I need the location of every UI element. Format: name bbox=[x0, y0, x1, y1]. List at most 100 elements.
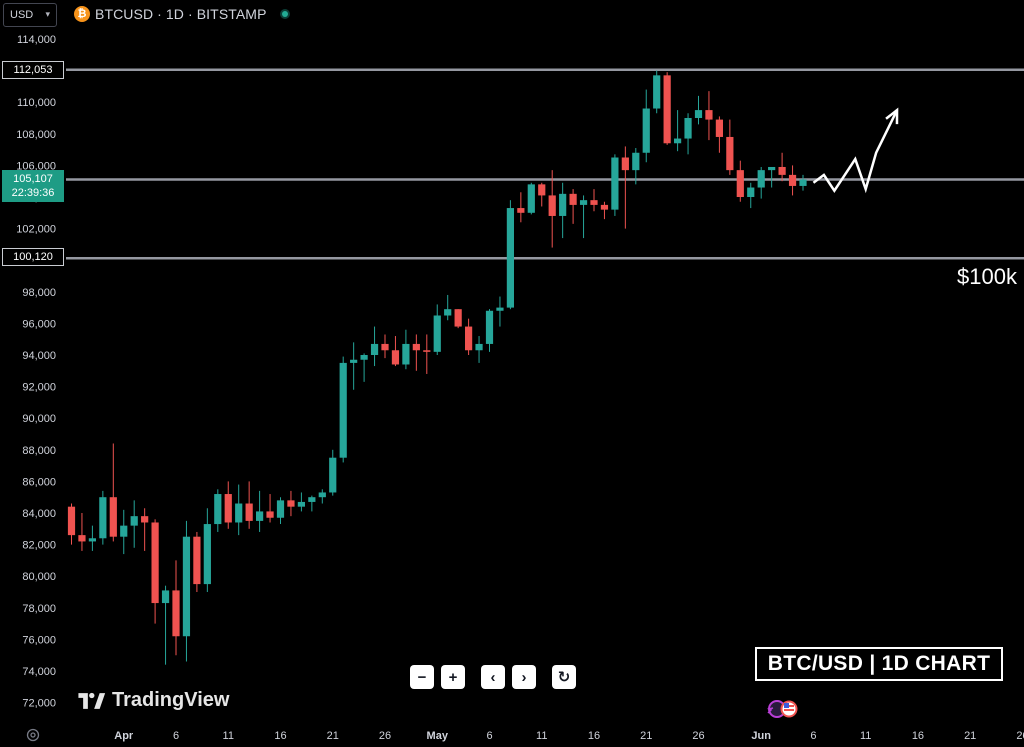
candle-body bbox=[360, 355, 368, 360]
x-tick-label: 11 bbox=[223, 730, 234, 742]
bar-countdown: 22:39:36 bbox=[11, 187, 55, 199]
candle-body bbox=[454, 309, 462, 327]
symbol-title[interactable]: BTCUSD · 1D · BITSTAMP bbox=[95, 6, 267, 22]
y-tick-label: 76,000 bbox=[22, 634, 56, 646]
y-tick-label: 110,000 bbox=[17, 97, 56, 109]
y-tick-label: 102,000 bbox=[16, 224, 56, 236]
x-tick-label: Jun bbox=[751, 730, 771, 742]
y-tick-label: 86,000 bbox=[22, 476, 56, 488]
y-tick-label: 80,000 bbox=[22, 571, 56, 583]
candle-body bbox=[485, 310, 494, 344]
x-tick-label: 11 bbox=[860, 730, 871, 742]
candle-body bbox=[287, 500, 295, 507]
candle-body bbox=[182, 536, 191, 637]
candle-body bbox=[548, 195, 556, 216]
candle-body bbox=[214, 494, 222, 525]
currency-label: USD bbox=[10, 9, 34, 21]
x-tick-label: 21 bbox=[964, 730, 976, 742]
candle-body bbox=[788, 174, 797, 186]
candle-body bbox=[235, 503, 243, 523]
us-economic-event-flag-icon[interactable] bbox=[780, 700, 798, 718]
zoom-out-button[interactable]: − bbox=[410, 665, 434, 689]
candle-body bbox=[579, 200, 588, 205]
candle-body bbox=[151, 522, 159, 604]
x-tick-label: 16 bbox=[274, 730, 286, 742]
x-tick-label: May bbox=[427, 730, 449, 742]
x-tick-label: 6 bbox=[173, 730, 179, 742]
candle-body bbox=[778, 166, 786, 175]
y-tick-label: 106,000 bbox=[16, 160, 56, 172]
y-tick-label: 72,000 bbox=[22, 698, 56, 710]
candle-body bbox=[203, 524, 211, 585]
candle-body bbox=[663, 75, 671, 144]
tradingview-logo-text: TradingView bbox=[112, 689, 230, 711]
y-tick-label: 74,000 bbox=[22, 666, 56, 678]
current-price: 105,107 bbox=[13, 173, 53, 185]
y-tick-label: 78,000 bbox=[22, 603, 56, 615]
support-level-label: $100k bbox=[957, 264, 1017, 289]
market-status-icon bbox=[280, 9, 290, 19]
candle-body bbox=[600, 204, 609, 210]
candle-body bbox=[705, 110, 713, 120]
candle-body bbox=[350, 359, 358, 363]
x-tick-label: 21 bbox=[327, 730, 339, 742]
candle-body bbox=[276, 500, 285, 518]
zoom-in-button[interactable]: + bbox=[441, 665, 465, 689]
candle-body bbox=[538, 184, 546, 196]
candle-body bbox=[256, 511, 264, 521]
x-tick-label: 16 bbox=[912, 730, 924, 742]
candle-body bbox=[736, 170, 744, 197]
candle-body bbox=[172, 590, 180, 637]
candle-body bbox=[433, 315, 441, 352]
chart-label-box: BTC/USD | 1D CHART bbox=[755, 647, 1003, 681]
candle-body bbox=[297, 501, 305, 507]
candle-body bbox=[757, 170, 765, 188]
tradingview-logo[interactable]: TradingView bbox=[76, 689, 229, 712]
candle-body bbox=[318, 492, 326, 498]
projection-path bbox=[812, 109, 899, 194]
candle-body bbox=[611, 157, 619, 210]
candle-body bbox=[391, 350, 400, 365]
candle-body bbox=[465, 326, 473, 351]
candle-body bbox=[329, 457, 337, 493]
y-tick-label: 108,000 bbox=[16, 129, 56, 141]
scroll-left-button[interactable]: ‹ bbox=[481, 665, 505, 689]
candle-body bbox=[726, 136, 734, 171]
event-badges[interactable] bbox=[764, 698, 802, 720]
candle-body bbox=[517, 208, 525, 213]
candle-body bbox=[506, 208, 514, 308]
candle-body bbox=[621, 157, 629, 171]
candle-body bbox=[339, 362, 347, 458]
bitcoin-logo-icon: ₿ bbox=[74, 6, 90, 22]
y-tick-label: 92,000 bbox=[22, 382, 56, 394]
candle-body bbox=[694, 110, 703, 118]
candle-body bbox=[224, 494, 232, 523]
candle-body bbox=[475, 343, 483, 351]
reset-chart-button[interactable]: ↻ bbox=[552, 665, 576, 689]
candle-body bbox=[412, 343, 420, 351]
candle-body bbox=[381, 343, 389, 351]
y-tick-label: 88,000 bbox=[22, 445, 56, 457]
candle-body bbox=[130, 516, 138, 526]
x-tick-label: 6 bbox=[486, 730, 492, 742]
projection-arrowhead bbox=[885, 107, 899, 125]
candle-body bbox=[402, 343, 410, 365]
candle-body bbox=[99, 497, 107, 539]
candle-body bbox=[632, 152, 640, 171]
candle-body bbox=[674, 138, 682, 144]
candle-body bbox=[799, 179, 807, 186]
candle-body bbox=[559, 193, 567, 216]
settings-gear-icon[interactable] bbox=[26, 728, 40, 742]
candle-body bbox=[120, 525, 128, 537]
candle-body bbox=[423, 350, 431, 352]
y-tick-label: 114,000 bbox=[17, 34, 56, 46]
currency-selector[interactable]: USD ▾ bbox=[3, 3, 57, 27]
x-tick-label: Apr bbox=[114, 730, 134, 742]
y-tick-label: 84,000 bbox=[22, 508, 56, 520]
candle-body bbox=[109, 497, 117, 537]
y-tick-label: 90,000 bbox=[22, 413, 56, 425]
price-tag-upper-level: 112,053 bbox=[2, 61, 64, 79]
candle-body bbox=[653, 75, 661, 109]
scroll-right-button[interactable]: › bbox=[512, 665, 536, 689]
